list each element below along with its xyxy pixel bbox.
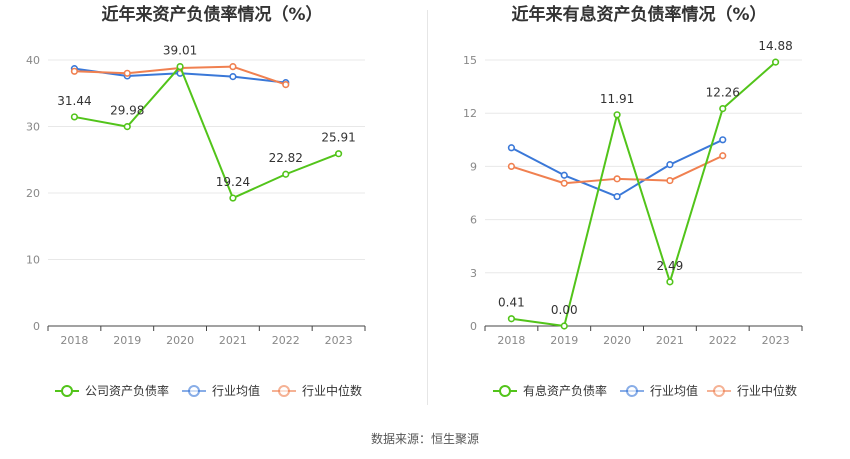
legend-swatch-marker [499, 385, 511, 397]
series-line-industry-average [510, 138, 724, 198]
legend-label: 行业中位数 [737, 383, 797, 398]
legend-swatch-marker [278, 385, 290, 397]
y-tick-label: 30 [26, 121, 40, 134]
y-tick-label: 6 [470, 214, 477, 227]
series-line-primary [511, 61, 777, 327]
legend-label: 行业中位数 [302, 383, 362, 398]
x-tick-label: 2020 [166, 334, 194, 347]
data-point[interactable] [123, 69, 131, 77]
interest-bearing-debt-ratio-chart: 近年来有息资产负债率情况（%） 0 3 6 9 12 15 2018 2019 2020 2021 2… [463, 4, 803, 398]
x-tick-label: 2022 [272, 334, 300, 347]
legend-label: 行业均值 [212, 383, 260, 398]
data-point[interactable] [719, 152, 727, 160]
y-tick-label: 0 [33, 320, 40, 333]
chart-title: 近年来资产负债率情况（%） [101, 4, 322, 25]
data-label: 19.24 [216, 175, 250, 189]
data-point[interactable] [719, 136, 727, 144]
data-point[interactable] [666, 176, 674, 185]
data-point[interactable] [613, 111, 621, 119]
x-tick-label: 2021 [656, 334, 684, 347]
legend-swatch-marker [61, 385, 73, 397]
data-point[interactable] [771, 58, 780, 66]
data-point[interactable] [613, 192, 621, 201]
legend-swatch-marker [713, 385, 725, 397]
data-point[interactable] [507, 315, 516, 323]
data-point[interactable] [560, 171, 568, 179]
chart-panel-interest-bearing-debt-ratio: 近年来有息资产负债率情况（%） 0 3 6 9 12 15 2018 2019 2020 2021 2… [425, 0, 850, 420]
x-tick-label: 2018 [497, 334, 525, 347]
data-label: 29.98 [110, 104, 144, 118]
y-tick-label: 12 [463, 107, 477, 120]
data-label: 11.91 [600, 92, 634, 106]
y-tick-label: 3 [470, 267, 477, 280]
data-point[interactable] [507, 162, 516, 170]
data-point[interactable] [70, 113, 79, 121]
data-point[interactable] [282, 170, 290, 178]
legend-item[interactable]: 行业中位数 [707, 383, 797, 398]
data-point[interactable] [507, 144, 516, 152]
series-line-primary [74, 65, 339, 200]
data-source-note: 数据来源：恒生聚源 [370, 432, 479, 446]
x-tick-label: 2020 [603, 334, 631, 347]
data-label: 2.49 [657, 259, 684, 273]
data-label: 12.26 [706, 86, 740, 100]
y-tick-label: 15 [463, 54, 477, 67]
data-point[interactable] [229, 194, 237, 202]
legend-item[interactable]: 行业中位数 [272, 383, 362, 398]
legend-item[interactable]: 行业均值 [620, 383, 698, 398]
y-tick-label: 9 [470, 160, 477, 173]
y-tick-label: 40 [26, 54, 40, 67]
y-tick-label: 10 [26, 254, 40, 267]
data-label: 14.88 [758, 39, 792, 53]
legend-swatch-marker [626, 385, 638, 397]
chart-title: 近年来有息资产负债率情况（%） [511, 4, 766, 25]
y-tick-label: 20 [26, 187, 40, 200]
panel-divider [427, 10, 428, 405]
x-tick-label: 2021 [219, 334, 247, 347]
y-tick-label: 0 [470, 320, 477, 333]
data-point[interactable] [176, 62, 184, 71]
data-point[interactable] [229, 63, 237, 71]
data-point[interactable] [70, 67, 79, 75]
x-tick-label: 2022 [709, 334, 737, 347]
data-label: 31.44 [57, 94, 91, 108]
data-point[interactable] [229, 73, 237, 81]
x-tick-label: 2019 [550, 334, 578, 347]
data-point[interactable] [123, 123, 131, 131]
data-point[interactable] [666, 161, 674, 169]
legend-label: 行业均值 [650, 383, 698, 398]
x-tick-label: 2023 [762, 334, 790, 347]
data-point[interactable] [282, 81, 290, 89]
data-label: 22.82 [269, 151, 303, 165]
x-tick-label: 2023 [325, 334, 353, 347]
debt-ratio-chart: 近年来资产负债率情况（%） 0 10 20 30 40 2018 2019 2020 2021 20… [26, 4, 366, 398]
data-point[interactable] [560, 179, 568, 187]
data-label: 0.41 [498, 296, 525, 310]
x-tick-label: 2019 [113, 334, 141, 347]
legend-item[interactable]: 有息资产负债率 [493, 383, 607, 398]
data-point[interactable] [334, 150, 343, 158]
legend-label: 有息资产负债率 [523, 383, 607, 398]
data-label: 25.91 [321, 131, 355, 145]
x-tick-label: 2018 [60, 334, 88, 347]
legend-swatch-marker [188, 385, 200, 397]
data-point[interactable] [560, 322, 568, 330]
data-label: 39.01 [163, 44, 197, 58]
data-point[interactable] [666, 278, 674, 286]
legend-item[interactable]: 行业均值 [182, 383, 260, 398]
chart-panel-debt-ratio: 近年来资产负债率情况（%） 0 10 20 30 40 2018 2019 2020 2021 20… [0, 0, 425, 420]
data-point[interactable] [613, 175, 621, 183]
data-label: 0.00 [551, 303, 578, 317]
data-point[interactable] [719, 104, 727, 113]
legend-item[interactable]: 公司资产负债率 [55, 383, 169, 398]
legend-label: 公司资产负债率 [85, 383, 169, 398]
